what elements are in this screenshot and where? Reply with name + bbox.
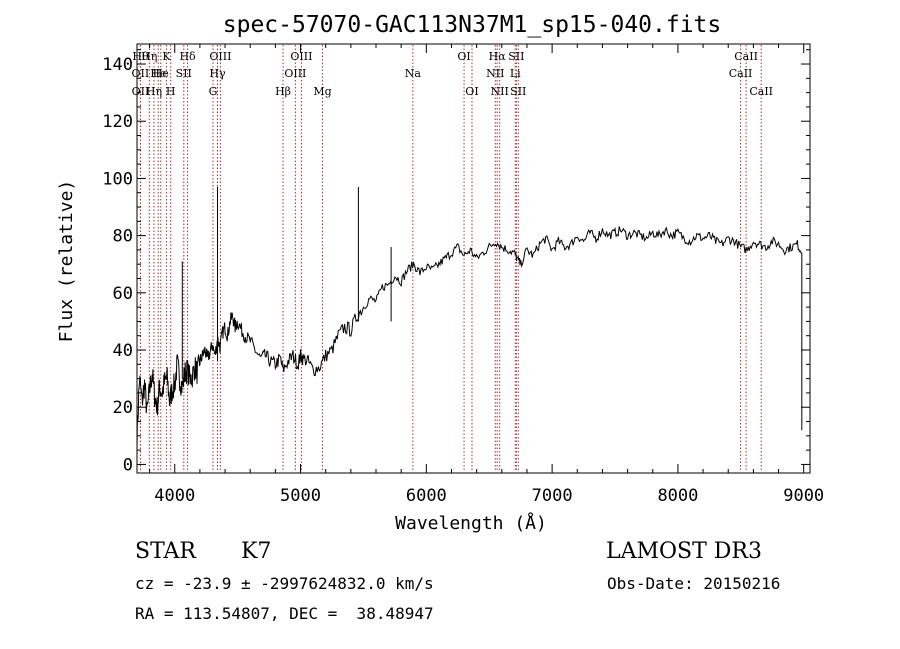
spectral-line-labels: HθOIIOIIHηHηHeHeKHSIIHδGHγOIIIHβOIIIOIII… (132, 50, 773, 98)
plot-frame (136, 43, 811, 474)
x-tick-label: 6000 (406, 486, 447, 506)
y-tick-label: 60 (113, 284, 133, 304)
line-label: G (209, 85, 218, 98)
line-label: CaII (729, 67, 753, 80)
sky-coordinates: RA = 113.54807, DEC = 38.48947 (135, 604, 434, 623)
line-label: Hα (489, 50, 507, 63)
line-label: OIII (209, 50, 231, 63)
line-label: CaII (749, 85, 773, 98)
line-label: Hβ (275, 85, 291, 98)
x-tick-label: 9000 (783, 486, 824, 506)
line-label: OI (457, 50, 470, 63)
chart-title: spec-57070-GAC113N37M1_sp15-040.fits (223, 12, 722, 38)
y-tick-label: 120 (102, 112, 133, 132)
line-label: NII (491, 85, 509, 98)
y-tick-label: 140 (102, 55, 133, 75)
spectrum-line (136, 226, 802, 449)
y-axis-label: Flux (relative) (56, 180, 77, 343)
spectral-line-markers (139, 45, 762, 472)
object-class: STAR (135, 539, 196, 564)
line-label: OIII (284, 67, 306, 80)
y-tick-label: 40 (113, 341, 133, 361)
line-label: Li (510, 67, 521, 80)
y-tick-label: 20 (113, 398, 133, 418)
line-label: OII (132, 67, 150, 80)
y-tick-label: 80 (113, 227, 133, 247)
line-label: Hδ (179, 50, 196, 63)
y-tick-label: 100 (102, 169, 133, 189)
y-axis: 0 20 40 60 80 100 120 140 (102, 49, 810, 475)
line-label: NII (486, 67, 504, 80)
x-axis-label: Wavelength (Å) (395, 512, 547, 534)
line-label: SII (510, 85, 526, 98)
line-label: Hγ (209, 67, 226, 80)
line-label: Hη (141, 50, 157, 63)
y-tick-label: 0 (123, 455, 133, 475)
observation-date: Obs-Date: 20150216 (607, 574, 781, 593)
line-label: OII (132, 85, 150, 98)
line-label: OI (465, 85, 478, 98)
line-label: Mg (313, 85, 331, 98)
line-label: Hη (146, 85, 162, 98)
line-label: Na (405, 67, 422, 80)
line-label: K (162, 50, 171, 63)
object-subclass: K7 (241, 539, 272, 564)
line-label: SII (176, 67, 192, 80)
x-tick-label: 5000 (280, 486, 321, 506)
x-tick-label: 7000 (532, 486, 573, 506)
line-label: OIII (290, 50, 312, 63)
line-label: H (166, 85, 176, 98)
redshift-velocity: cz = -23.9 ± -2997624832.0 km/s (135, 574, 434, 593)
line-label: SII (508, 50, 524, 63)
line-label: He (153, 67, 169, 80)
line-label: CaII (734, 50, 758, 63)
x-tick-label: 8000 (657, 486, 698, 506)
x-tick-label: 4000 (154, 486, 195, 506)
x-axis: 4000 5000 6000 7000 8000 9000 (149, 44, 824, 506)
line-label: He (150, 67, 166, 80)
survey-name: LAMOST DR3 (606, 539, 762, 564)
